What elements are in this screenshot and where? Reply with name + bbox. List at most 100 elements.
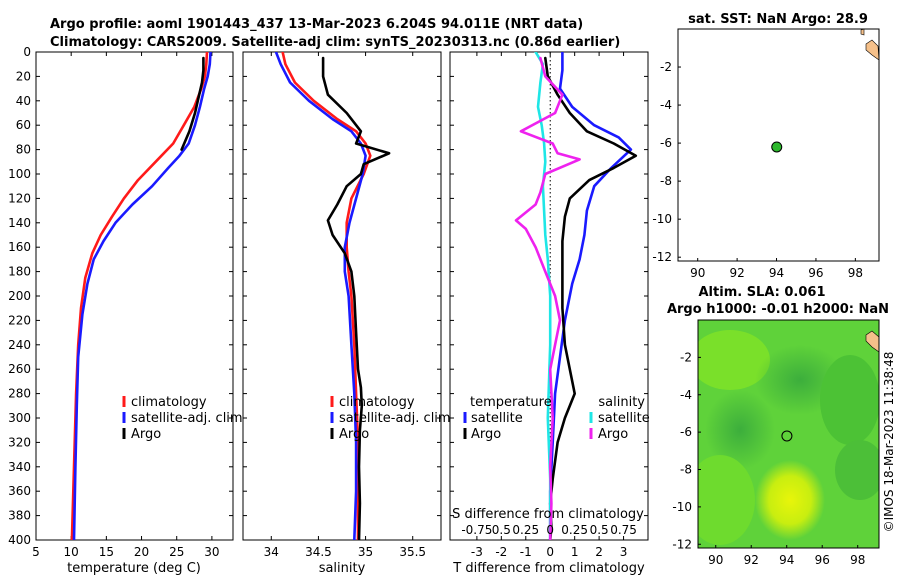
y-tick-label: 360 <box>8 484 31 498</box>
sla-map-title-line2: Argo h1000: -0.01 h2000: NaN <box>667 302 889 317</box>
y-tick-label: 200 <box>8 289 31 303</box>
temperature-xlabel: temperature (deg C) <box>67 561 201 576</box>
x-tick-label: -2 <box>495 545 507 559</box>
y-tick-label: 220 <box>8 313 31 327</box>
x-tick-label: 0 <box>546 545 554 559</box>
map-y-tick-label: -12 <box>652 250 672 264</box>
series-climatology-line <box>281 52 372 540</box>
x-tick-label: 35 <box>358 545 373 559</box>
temperature-x-axis: 5 10 15 20 25 30 <box>32 52 220 559</box>
sla-patch <box>705 390 775 470</box>
s-difference-ticks: -0.75 0.5 0.25 0 0.25 0.5 0.75 <box>461 523 637 537</box>
figure-title-line2: Climatology: CARS2009. Satellite-adj cli… <box>50 35 620 50</box>
sla-map-panel: Altim. SLA: 0.061 Argo h1000: -0.01 h200… <box>667 285 889 567</box>
series-satellite-adj-clim-line <box>72 52 212 540</box>
t-difference-xlabel: T difference from climatology <box>452 561 645 576</box>
legend-label-satellite: satellite-adj. clim <box>339 411 451 426</box>
series-satellite-adj-clim-line <box>274 52 367 540</box>
y-tick-label: 180 <box>8 265 31 279</box>
y-tick-label: 100 <box>8 167 31 181</box>
x-tick-label: 10 <box>64 545 79 559</box>
y-tick-label: 380 <box>8 509 31 523</box>
difference-legend: temperature salinity satellite Argo sate… <box>463 395 650 442</box>
map-x-tick-label: 96 <box>808 266 823 280</box>
land-mass-sumatra <box>865 330 879 353</box>
y-tick-label: 160 <box>8 240 31 254</box>
x-tick-label: 5 <box>32 545 40 559</box>
salinity-panel: 34 34.5 35 35.5 salinity climatology satell… <box>242 51 451 576</box>
y-tick-label: 400 <box>8 533 31 547</box>
map-x-tick-label: 94 <box>769 266 784 280</box>
sst-map-title: sat. SST: NaN Argo: 28.9 <box>688 12 868 27</box>
x-tick-label: 34.5 <box>305 545 332 559</box>
series-s-argo-line <box>514 56 581 540</box>
s-tick-label: 0.75 <box>610 523 637 537</box>
series-argo-line <box>321 56 391 540</box>
difference-panel: -3 -2 -1 0 1 2 3 S difference from climatology… <box>449 51 650 576</box>
s-difference-label: S difference from climatology <box>452 507 644 522</box>
y-tick-label: 120 <box>8 191 31 205</box>
s-tick-label: 0.5 <box>492 523 511 537</box>
series-s-satellite-line <box>534 52 552 540</box>
map-y-tick-label: -10 <box>672 500 692 514</box>
y-tick-label: 340 <box>8 460 31 474</box>
legend-label-climatology: climatology <box>131 395 207 410</box>
sla-patch <box>835 440 879 500</box>
s-tick-label: -0.75 <box>461 523 492 537</box>
legend-label-argo: Argo <box>339 427 369 442</box>
map-y-tick-label: -6 <box>660 136 672 150</box>
s-tick-label: 0 <box>546 523 554 537</box>
y-tick-label: 80 <box>16 143 31 157</box>
map-y-tick-label: -4 <box>660 98 672 112</box>
sla-map-frame <box>697 319 880 549</box>
sst-map-frame <box>677 28 880 262</box>
figure-title-line1: Argo profile: aoml 1901443_437 13-Mar-20… <box>50 17 583 32</box>
map-y-tick-label: -6 <box>680 425 692 439</box>
map-x-tick-label: 94 <box>779 553 794 567</box>
y-tick-label: 260 <box>8 362 31 376</box>
imos-timestamp: ©IMOS 18-Mar-2023 11:38:48 <box>882 352 896 533</box>
sla-map-title-line1: Altim. SLA: 0.061 <box>699 285 826 300</box>
map-y-tick-label: -2 <box>660 60 672 74</box>
legend-title-temperature: temperature <box>470 395 552 410</box>
s-tick-label: 0.25 <box>512 523 539 537</box>
legend-title-salinity: salinity <box>598 395 645 410</box>
x-tick-label: 30 <box>204 545 219 559</box>
sla-high-anomaly <box>755 460 825 540</box>
y-tick-label: 20 <box>16 69 31 83</box>
salinity-y-ticks <box>243 51 441 541</box>
x-tick-label: 15 <box>99 545 114 559</box>
series-climatology-line <box>70 52 209 540</box>
y-tick-label: 300 <box>8 411 31 425</box>
sst-map-axes: 90 92 94 96 98 -2 -4 -6 -8 -10 -12 <box>652 60 863 280</box>
sla-map-axes: 90 92 94 96 98 -2 -4 -6 -8 -10 -12 <box>672 350 865 567</box>
map-x-tick-label: 98 <box>850 553 865 567</box>
s-tick-label: 0.25 <box>561 523 588 537</box>
temperature-panel: 0 20 40 60 80 100 120 140 160 180 200 220 240 260 280 3… <box>8 45 243 576</box>
map-x-tick-label: 98 <box>848 266 863 280</box>
temperature-series <box>70 52 212 540</box>
y-tick-label: 40 <box>16 94 31 108</box>
x-tick-label: -3 <box>471 545 483 559</box>
y-tick-label: 140 <box>8 216 31 230</box>
x-tick-label: 1 <box>571 545 579 559</box>
y-tick-label: 60 <box>16 118 31 132</box>
legend-label-t-satellite: satellite <box>471 411 523 426</box>
legend-label-climatology: climatology <box>339 395 415 410</box>
temperature-y-axis: 0 20 40 60 80 100 120 140 160 180 200 220 240 260 280 3… <box>8 45 233 547</box>
map-x-tick-label: 92 <box>729 266 744 280</box>
sst-map-panel: sat. SST: NaN Argo: 28.9 90 92 94 96 98 -2 -4 -… <box>652 12 880 280</box>
s-tick-label: 0.5 <box>590 523 609 537</box>
legend-label-s-argo: Argo <box>598 427 628 442</box>
series-t-satellite-line <box>548 52 633 540</box>
series-t-argo-line <box>543 56 638 540</box>
difference-x-axis: -3 -2 -1 0 1 2 3 <box>471 52 627 559</box>
sla-patch <box>820 355 879 445</box>
difference-series <box>514 52 638 540</box>
map-y-tick-label: -8 <box>680 463 692 477</box>
x-tick-label: 2 <box>595 545 603 559</box>
map-y-tick-label: -4 <box>680 388 692 402</box>
map-y-tick-label: -2 <box>680 350 692 364</box>
difference-y-ticks <box>450 51 648 541</box>
argo-float-marker <box>771 141 783 153</box>
